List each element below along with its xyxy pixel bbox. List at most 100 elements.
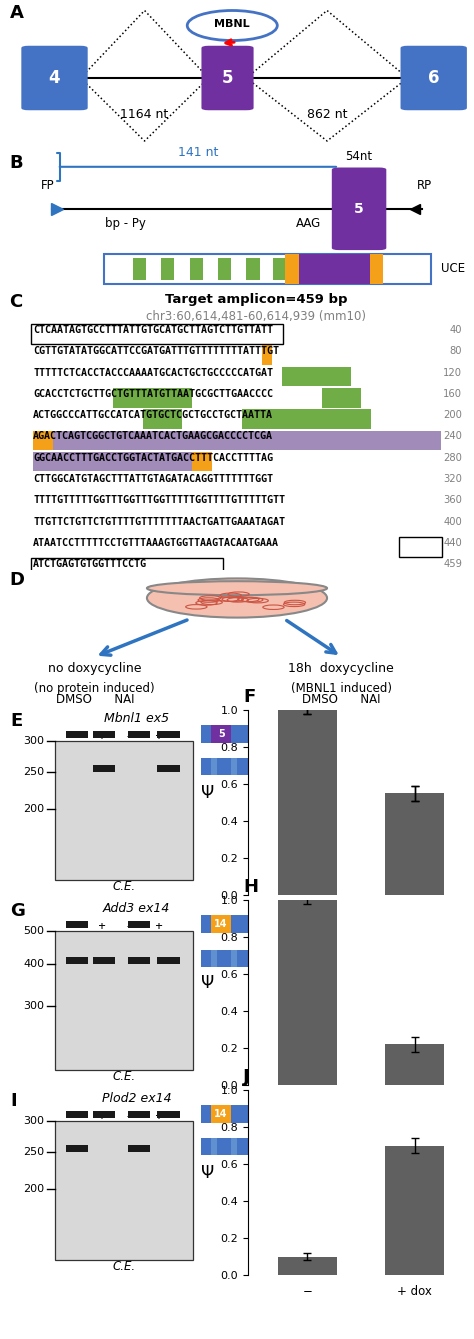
Bar: [157, 731, 180, 738]
Bar: [55, 932, 193, 1070]
Bar: [273, 258, 286, 280]
Bar: [33, 431, 53, 450]
Bar: [321, 388, 361, 407]
Bar: [93, 1110, 115, 1118]
Text: 240: 240: [443, 431, 462, 442]
Text: 18h  doxycycline: 18h doxycycline: [288, 663, 394, 675]
Text: 400: 400: [443, 517, 462, 526]
Text: 141 nt: 141 nt: [178, 146, 218, 158]
Text: 6: 6: [428, 70, 439, 87]
Text: H: H: [243, 878, 258, 896]
Text: F: F: [243, 688, 255, 706]
Text: 160: 160: [443, 388, 462, 399]
Text: CTCAATAGTGCCTTTATTGTGCATGCTTAGTCTTGTTATT: CTCAATAGTGCCTTTATTGTGCATGCTTAGTCTTGTTATT: [33, 325, 273, 335]
Text: E: E: [10, 712, 22, 730]
Text: ATCTGAGTGTGGTTTCCTG: ATCTGAGTGTGGTTTCCTG: [33, 560, 147, 569]
Text: 5: 5: [218, 728, 225, 739]
Text: 320: 320: [443, 474, 462, 483]
Text: 862 nt: 862 nt: [307, 108, 347, 121]
Ellipse shape: [187, 11, 277, 40]
Text: C: C: [9, 293, 23, 311]
Text: DMSO      NAI: DMSO NAI: [302, 692, 381, 706]
Text: 54nt: 54nt: [346, 150, 373, 163]
Text: 120: 120: [443, 368, 462, 378]
Y-axis label: Ψ: Ψ: [201, 785, 214, 802]
Text: CGTTGTATATGGCATTCCGATGATTTGTTTTTTTTATTTGT: CGTTGTATATGGCATTCCGATGATTTGTTTTTTTTATTTG…: [33, 347, 279, 356]
Text: 14: 14: [214, 919, 228, 929]
Bar: [230, 949, 237, 967]
Text: 250: 250: [24, 1148, 45, 1157]
Text: C.E.: C.E.: [112, 1070, 136, 1083]
Bar: [161, 258, 174, 280]
Text: J: J: [243, 1069, 250, 1086]
Bar: [218, 258, 231, 280]
Bar: [190, 258, 203, 280]
Text: −   +   −   +: − + − +: [70, 730, 163, 743]
Text: G: G: [10, 902, 25, 920]
Text: 14: 14: [214, 1109, 228, 1119]
Bar: [201, 758, 248, 775]
Text: 280: 280: [443, 453, 462, 463]
Text: I: I: [10, 1091, 17, 1110]
Bar: [104, 253, 431, 284]
Bar: [211, 726, 231, 743]
Text: 5: 5: [222, 70, 233, 87]
Bar: [66, 920, 88, 928]
Bar: [282, 367, 351, 386]
Text: UCE: UCE: [441, 262, 465, 276]
Bar: [242, 410, 371, 428]
FancyBboxPatch shape: [332, 167, 386, 250]
Text: 4: 4: [49, 70, 60, 87]
Text: 300: 300: [24, 736, 45, 746]
Bar: [201, 1138, 248, 1156]
Text: 200: 200: [443, 410, 462, 420]
Text: dox: dox: [208, 730, 229, 743]
Bar: [278, 1256, 337, 1275]
Bar: [211, 758, 218, 775]
Bar: [113, 388, 192, 407]
Bar: [128, 1110, 150, 1118]
Text: 360: 360: [443, 495, 462, 505]
Text: 200: 200: [24, 805, 45, 814]
Text: 400: 400: [24, 959, 45, 969]
Bar: [66, 731, 88, 738]
Y-axis label: Ψ: Ψ: [201, 975, 214, 992]
Text: A: A: [9, 4, 23, 23]
Text: Add3 ex14: Add3 ex14: [103, 902, 170, 915]
Bar: [33, 451, 202, 471]
Text: FP: FP: [41, 179, 54, 193]
Bar: [93, 956, 115, 964]
Bar: [385, 793, 445, 894]
Bar: [128, 731, 150, 738]
Bar: [157, 765, 180, 771]
Text: ACTGGCCCATTGCCATCATGTGCTCGCTGCCTGCTAATTA: ACTGGCCCATTGCCATCATGTGCTCGCTGCCTGCTAATTA: [33, 410, 273, 420]
Bar: [192, 451, 212, 471]
Text: 200: 200: [24, 1184, 45, 1194]
Bar: [370, 253, 383, 284]
Text: B: B: [9, 154, 23, 173]
Bar: [93, 765, 115, 771]
Text: CTTGGCATGTAGCTTTATTGTAGATACAGGTTTTTTTGGT: CTTGGCATGTAGCTTTATTGTAGATACAGGTTTTTTTGGT: [33, 474, 273, 483]
Text: 250: 250: [24, 767, 45, 777]
Text: 80: 80: [450, 347, 462, 356]
FancyBboxPatch shape: [21, 46, 88, 110]
Bar: [230, 758, 237, 775]
Text: 440: 440: [443, 538, 462, 548]
Text: C.E.: C.E.: [112, 1260, 136, 1273]
Y-axis label: Ψ: Ψ: [201, 1165, 214, 1182]
Text: DMSO      NAI: DMSO NAI: [55, 692, 134, 706]
Bar: [211, 1105, 231, 1123]
Text: TTGTTCTGTTCTGTTTTGTTTTTTTAACTGATTGAAATAGAT: TTGTTCTGTTCTGTTTTGTTTTTTTAACTGATTGAAATAG…: [33, 517, 285, 526]
Bar: [93, 731, 115, 738]
Bar: [299, 253, 370, 284]
Bar: [201, 949, 248, 967]
Text: ATAATCCTTTTTCCTGTTTAAAGTGGTTAAGTACAATGAAA: ATAATCCTTTTTCCTGTTTAAAGTGGTTAAGTACAATGAA…: [33, 538, 279, 548]
Bar: [262, 345, 272, 366]
Bar: [66, 1145, 88, 1152]
Text: Plod2 ex14: Plod2 ex14: [101, 1091, 171, 1105]
Bar: [201, 726, 248, 743]
Bar: [133, 258, 146, 280]
Bar: [246, 258, 260, 280]
Text: 300: 300: [24, 1117, 45, 1126]
Bar: [211, 1138, 218, 1156]
